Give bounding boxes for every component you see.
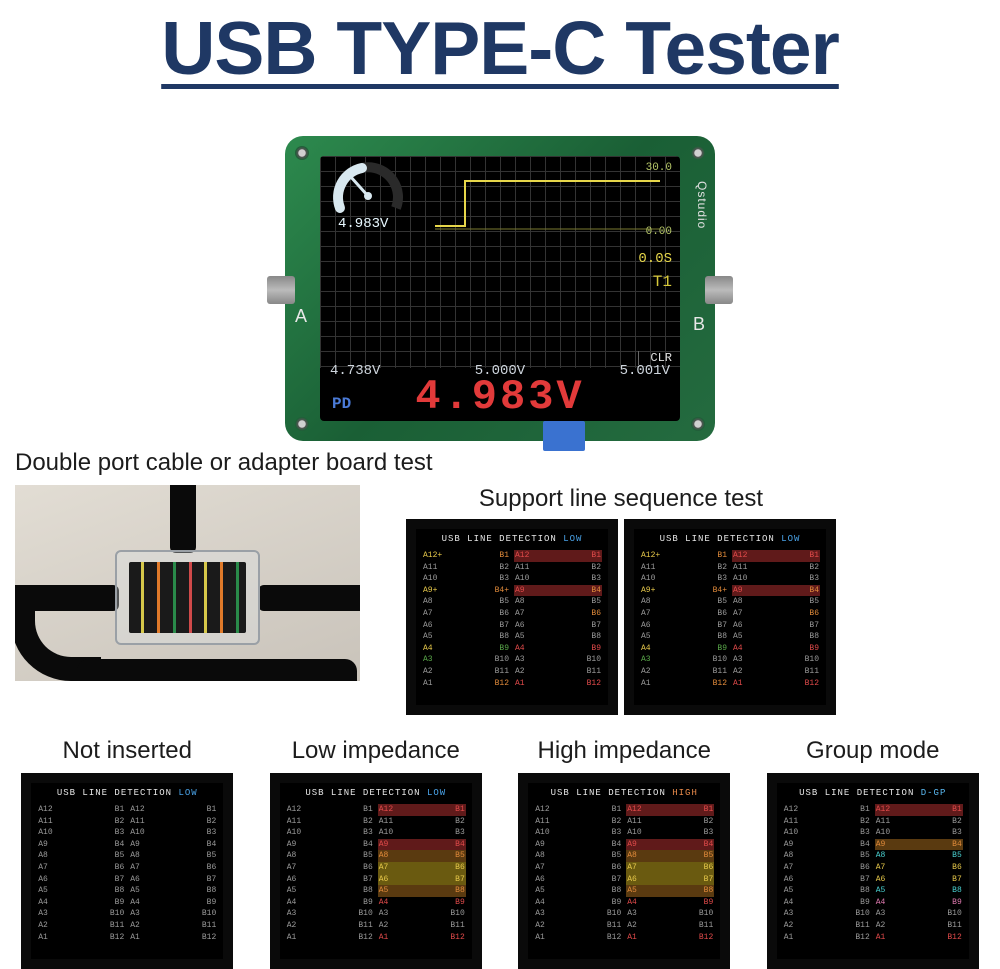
detection-columns: A12B1A11B2A10B3A9B4A8B5A7B6A6B7A5B8A4B9A… <box>783 804 963 943</box>
axis-top-label: 30.0 <box>646 162 672 174</box>
pd-label: PD <box>332 395 351 413</box>
voltage-chart <box>435 171 660 231</box>
usb-port-a <box>267 276 295 304</box>
detection-screen-seq2: USB LINE DETECTION LOW A12+B1A11B2A10B3A… <box>624 519 836 715</box>
t-label: T1 <box>638 273 672 291</box>
page-title: USB TYPE-C Tester <box>161 5 839 91</box>
sequence-column: Support line sequence test USB LINE DETE… <box>406 485 836 715</box>
side-readout: 0.0S T1 CLR <box>638 251 672 365</box>
examples-section: Double port cable or adapter board test … <box>15 449 985 969</box>
screw-icon <box>691 146 705 160</box>
detection-screen-notinserted: USB LINE DETECTION LOW A12B1A11B2A10B3A9… <box>21 773 233 969</box>
double-port-caption: Double port cable or adapter board test <box>15 449 985 477</box>
pcb-board: A B Qstudio 4.983V <box>285 136 715 441</box>
pcb-brand-label: Qstudio <box>695 181 709 229</box>
gauge-voltage-label: 4.983V <box>338 216 388 232</box>
cable-icon <box>77 659 357 681</box>
not-inserted-caption: Not inserted <box>63 737 192 765</box>
detection-header: USB LINE DETECTION LOW <box>37 787 217 800</box>
mode-group: Group mode USB LINE DETECTION D-GP A12B1… <box>761 737 986 969</box>
cable-icon <box>258 585 360 611</box>
main-voltage-value: 4.983V <box>415 373 584 421</box>
mode-not-inserted: Not inserted USB LINE DETECTION LOW A12B… <box>15 737 240 969</box>
detection-columns: A12B1A11B2A10B3A9B4A8B5A7B6A6B7A5B8A4B9A… <box>37 804 217 943</box>
detection-header: USB LINE DETECTION LOW <box>640 533 820 546</box>
detection-header: USB LINE DETECTION LOW <box>286 787 466 800</box>
detection-screen-highimp: USB LINE DETECTION HIGH A12B1A11B2A10B3A… <box>518 773 730 969</box>
detection-columns: A12B1A11B2A10B3A9B4A8B5A7B6A6B7A5B8A4B9A… <box>534 804 714 943</box>
detection-header: USB LINE DETECTION HIGH <box>534 787 714 800</box>
detection-columns: A12B1A11B2A10B3A9B4A8B5A7B6A6B7A5B8A4B9A… <box>286 804 466 943</box>
detection-screen-group: USB LINE DETECTION D-GP A12B1A11B2A10B3A… <box>767 773 979 969</box>
cable-icon <box>170 485 196 553</box>
example-row-2: Not inserted USB LINE DETECTION LOW A12B… <box>15 737 985 969</box>
usb-port-b <box>705 276 733 304</box>
cable-test-photo <box>15 485 360 681</box>
example-row-1: Support line sequence test USB LINE DETE… <box>15 485 985 715</box>
blue-tab <box>543 421 585 451</box>
mini-lcd <box>129 562 246 633</box>
mode-high-impedance: High impedance USB LINE DETECTION HIGH A… <box>512 737 737 969</box>
axis-bottom-label: 0.00 <box>646 226 672 238</box>
screw-icon <box>691 417 705 431</box>
group-mode-caption: Group mode <box>806 737 939 765</box>
lcd-screen: 4.983V 30.0 0.00 0.0S T1 CLR 4.738V <box>320 156 680 421</box>
tester-in-photo <box>115 550 260 645</box>
detection-header: USB LINE DETECTION LOW <box>422 533 602 546</box>
cable-icon <box>15 585 119 611</box>
sequence-caption: Support line sequence test <box>406 485 836 513</box>
low-imp-caption: Low impedance <box>292 737 460 765</box>
device-image: A B Qstudio 4.983V <box>285 136 715 419</box>
mode-low-impedance: Low impedance USB LINE DETECTION LOW A12… <box>264 737 489 969</box>
voltage-gauge: 4.983V <box>328 160 423 240</box>
detection-screen-lowimp: USB LINE DETECTION LOW A12B1A11B2A10B3A9… <box>270 773 482 969</box>
time-label: 0.0S <box>638 251 672 267</box>
page: USB TYPE-C Tester A B Qstudio <box>0 0 1000 969</box>
detection-screen-seq1: USB LINE DETECTION LOW A12+B1A11B2A10B3A… <box>406 519 618 715</box>
detection-columns: A12+B1A11B2A10B3A9+B4+A8B5A7B6A6B7A5B8A4… <box>422 550 602 689</box>
detection-header: USB LINE DETECTION D-GP <box>783 787 963 800</box>
high-imp-caption: High impedance <box>538 737 711 765</box>
detection-columns: A12+B1A11B2A10B3A9+B4+A8B5A7B6A6B7A5B8A4… <box>640 550 820 689</box>
main-voltage: PD 4.983V <box>320 373 680 421</box>
port-a-label: A <box>295 306 307 327</box>
port-b-label: B <box>693 314 705 335</box>
